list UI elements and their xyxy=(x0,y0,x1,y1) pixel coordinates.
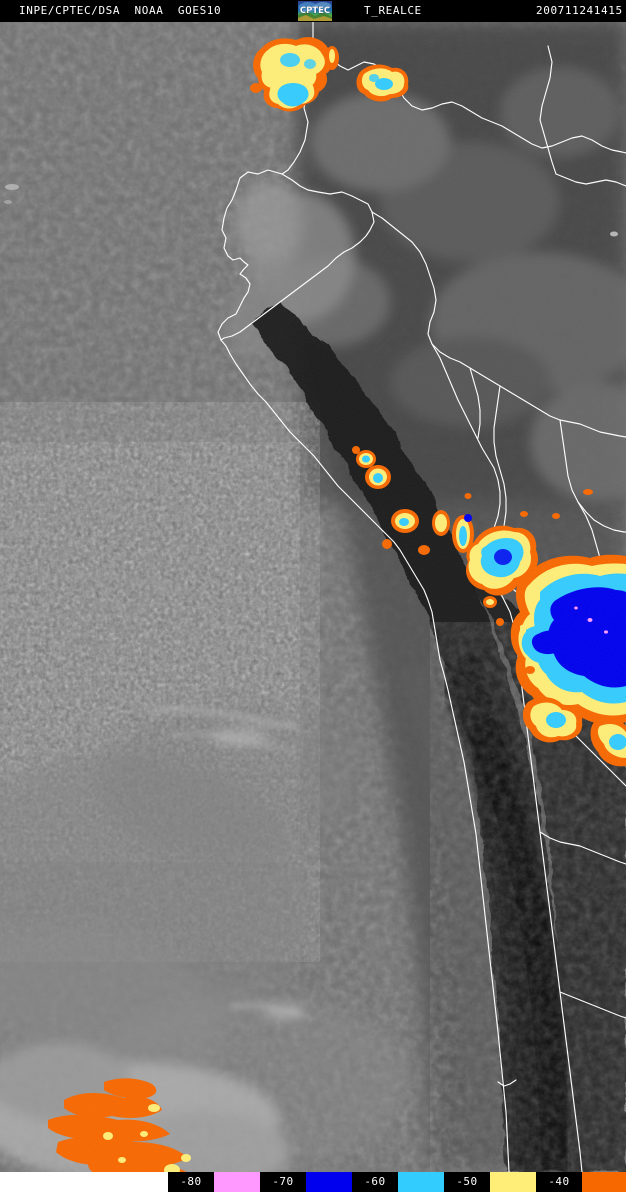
scale-swatch-pink xyxy=(214,1172,260,1192)
product-label: T_REALCE xyxy=(364,4,422,17)
scale-tick-1: -70 xyxy=(260,1172,306,1192)
goes10-infrared-enhanced-satellite-image xyxy=(0,22,626,1172)
scale-swatch-yellow xyxy=(490,1172,536,1192)
satellite-raster xyxy=(0,22,626,1172)
footer-bar: -80 -70 -60 -50 -40 -30 Temp. Celsius xyxy=(0,1172,626,1192)
scale-swatch-blue xyxy=(306,1172,352,1192)
timestamp-label: 200711241415 xyxy=(536,4,623,17)
scale-tick-3: -50 xyxy=(444,1172,490,1192)
scale-tick-4: -40 xyxy=(536,1172,582,1192)
scale-swatch-cyan xyxy=(398,1172,444,1192)
scale-swatch-orange xyxy=(582,1172,626,1192)
temperature-color-scale: -80 -70 -60 -50 -40 -30 Temp. Celsius xyxy=(168,1172,626,1192)
scale-tick-0: -80 xyxy=(168,1172,214,1192)
scale-tick-2: -60 xyxy=(352,1172,398,1192)
agency-label: INPE/CPTEC/DSA NOAA GOES10 xyxy=(19,4,222,17)
header-bar: INPE/CPTEC/DSA NOAA GOES10 CPTE xyxy=(0,0,626,22)
cptec-logo-icon: CPTEC xyxy=(296,0,334,22)
svg-text:CPTEC: CPTEC xyxy=(300,6,330,16)
